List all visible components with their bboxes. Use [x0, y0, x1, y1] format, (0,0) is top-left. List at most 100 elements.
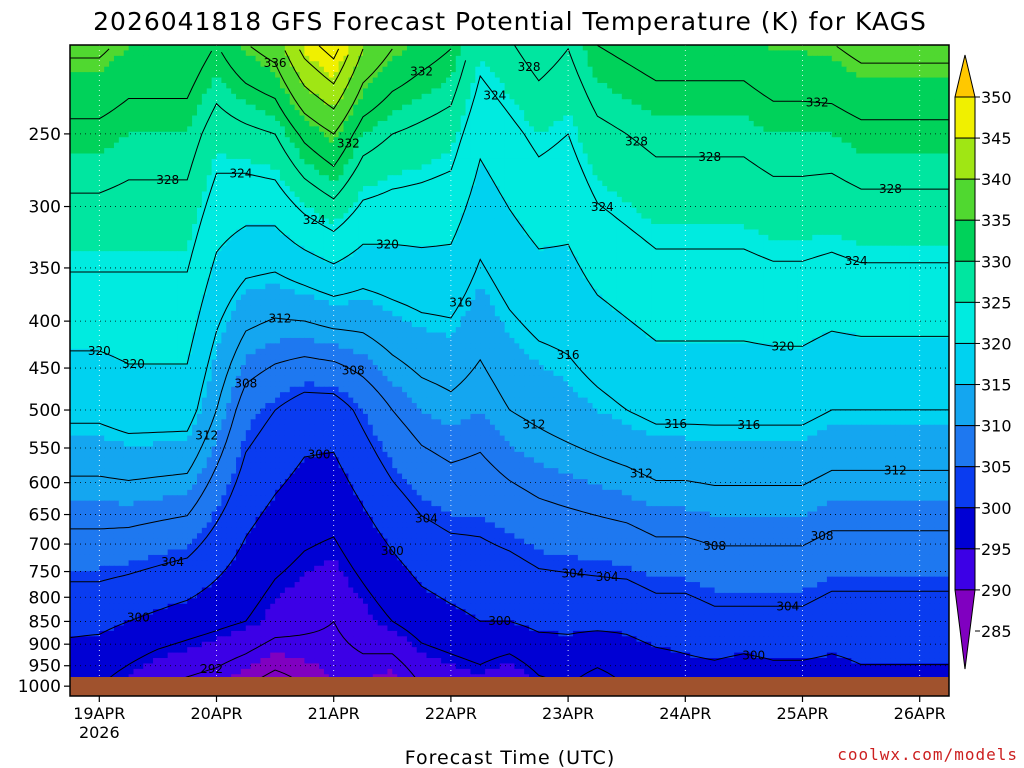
heatmap-cell [617, 170, 622, 176]
heatmap-cell [724, 67, 729, 73]
heatmap-cell [256, 121, 261, 127]
heatmap-cell [700, 99, 705, 105]
heatmap-cell [749, 126, 754, 132]
heatmap-cell [788, 164, 793, 170]
heatmap-cell [436, 99, 441, 105]
heatmap-cell [602, 110, 607, 116]
heatmap-cell [260, 154, 265, 160]
heatmap-cell [241, 67, 246, 73]
heatmap-cell [490, 121, 495, 127]
heatmap-cell [319, 181, 324, 187]
heatmap-cell [251, 78, 256, 84]
heatmap-cell [578, 181, 583, 187]
heatmap-cell [710, 116, 715, 122]
heatmap-cell [334, 94, 339, 100]
heatmap-cell [783, 56, 788, 62]
heatmap-cell [812, 83, 817, 89]
heatmap-cell [622, 105, 627, 111]
heatmap-cell [871, 72, 876, 78]
heatmap-cell [832, 116, 837, 122]
heatmap-cell [676, 186, 681, 192]
heatmap-cell [558, 132, 563, 138]
heatmap-cell [241, 88, 246, 94]
heatmap-cell [695, 67, 700, 73]
heatmap-cell [129, 170, 134, 176]
heatmap-cell [529, 191, 534, 197]
heatmap-cell [544, 181, 549, 187]
heatmap-cell [739, 56, 744, 62]
heatmap-cell [661, 175, 666, 181]
heatmap-cell [207, 132, 212, 138]
heatmap-cell [602, 56, 607, 62]
heatmap-cell [817, 83, 822, 89]
heatmap-cell [475, 121, 480, 127]
heatmap-cell [724, 105, 729, 111]
heatmap-cell [70, 181, 75, 187]
heatmap-cell [304, 191, 309, 197]
heatmap-cell [99, 45, 104, 51]
heatmap-cell [226, 88, 231, 94]
heatmap-cell [163, 99, 168, 105]
heatmap-cell [300, 72, 305, 78]
heatmap-cell [148, 45, 153, 51]
heatmap-cell [724, 175, 729, 181]
heatmap-cell [158, 50, 163, 56]
heatmap-cell [475, 94, 480, 100]
heatmap-cell [114, 159, 119, 165]
heatmap-cell [500, 50, 505, 56]
heatmap-cell [798, 148, 803, 154]
heatmap-cell [187, 45, 192, 51]
heatmap-cell [75, 170, 80, 176]
heatmap-cell [90, 88, 95, 94]
heatmap-cell [495, 78, 500, 84]
heatmap-cell [221, 154, 226, 160]
heatmap-cell [300, 143, 305, 149]
heatmap-cell [636, 186, 641, 192]
heatmap-cell [221, 83, 226, 89]
heatmap-cell [441, 191, 446, 197]
heatmap-cell [392, 143, 397, 149]
heatmap-cell [886, 110, 891, 116]
heatmap-cell [871, 94, 876, 100]
heatmap-cell [138, 116, 143, 122]
heatmap-cell [75, 78, 80, 84]
heatmap-cell [260, 159, 265, 165]
heatmap-cell [90, 164, 95, 170]
heatmap-cell [109, 45, 114, 51]
heatmap-cell [607, 181, 612, 187]
heatmap-cell [412, 164, 417, 170]
heatmap-cell [612, 191, 617, 197]
heatmap-cell [866, 154, 871, 160]
heatmap-cell [754, 94, 759, 100]
heatmap-cell [915, 121, 920, 127]
heatmap-cell [187, 154, 192, 160]
heatmap-cell [138, 88, 143, 94]
heatmap-cell [573, 45, 578, 51]
heatmap-cell [607, 175, 612, 181]
heatmap-cell [441, 83, 446, 89]
heatmap-cell [270, 181, 275, 187]
heatmap-cell [529, 186, 534, 192]
heatmap-cell [241, 154, 246, 160]
heatmap-cell [368, 99, 373, 105]
heatmap-cell [368, 159, 373, 165]
heatmap-cell [886, 72, 891, 78]
heatmap-cell [119, 78, 124, 84]
heatmap-cell [788, 116, 793, 122]
heatmap-cell [495, 148, 500, 154]
heatmap-cell [138, 72, 143, 78]
heatmap-cell [143, 88, 148, 94]
heatmap-cell [114, 94, 119, 100]
heatmap-cell [583, 126, 588, 132]
heatmap-cell [104, 45, 109, 51]
heatmap-cell [842, 186, 847, 192]
heatmap-cell [319, 78, 324, 84]
heatmap-cell [685, 170, 690, 176]
heatmap-cell [221, 99, 226, 105]
heatmap-cell [417, 164, 422, 170]
heatmap-cell [715, 126, 720, 132]
heatmap-cell [705, 72, 710, 78]
heatmap-cell [744, 121, 749, 127]
heatmap-cell [846, 154, 851, 160]
heatmap-cell [602, 159, 607, 165]
